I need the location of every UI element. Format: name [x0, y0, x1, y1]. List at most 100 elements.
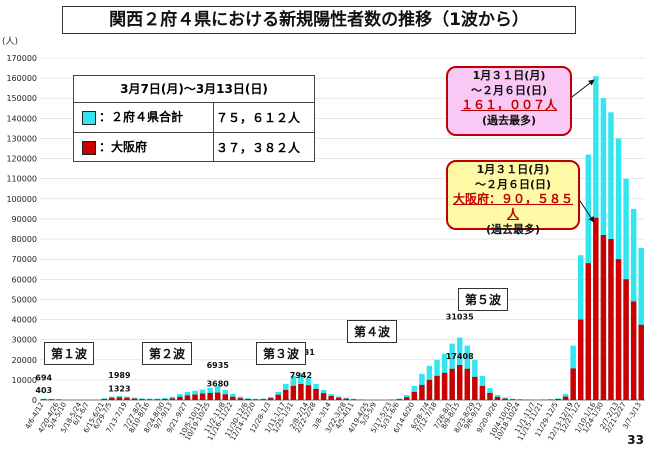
callout-osaka-note: (過去最多)	[485, 223, 541, 236]
bar-osaka	[593, 217, 599, 400]
bar-osaka	[184, 395, 191, 400]
callout-total-note: (過去最多)	[481, 114, 537, 127]
bar-total	[638, 247, 644, 400]
bar-osaka	[328, 395, 334, 400]
wave-1-label: 第１波	[44, 342, 95, 365]
legend-value-total: ７５，６１２人	[215, 111, 300, 125]
bar-osaka	[313, 388, 319, 400]
legend-row-osaka: ：大阪府 ３７，３８２人	[74, 132, 314, 162]
y-tick-label: 100000	[6, 195, 37, 204]
bar-osaka	[283, 389, 289, 400]
bar-osaka	[562, 396, 569, 400]
y-tick-label: 130000	[6, 134, 37, 143]
wave-2-label: 第２波	[142, 342, 193, 365]
y-tick-label: 70000	[12, 255, 37, 264]
callout-total-date2: ～２月６日(日)	[470, 84, 548, 97]
data-label: 403	[35, 386, 52, 395]
bar-osaka	[139, 399, 145, 400]
bar-osaka	[396, 399, 402, 400]
bar-osaka	[509, 399, 516, 400]
bar-osaka	[109, 397, 115, 400]
bar-osaka	[298, 384, 304, 400]
bar-osaka	[214, 392, 221, 400]
data-label: 694	[35, 374, 52, 383]
bar-osaka	[267, 398, 274, 400]
bar-osaka	[343, 398, 350, 400]
bar-osaka	[162, 398, 168, 400]
y-tick-label: 0	[32, 396, 37, 405]
legend-row-total: ：２府４県合計 ７５，６１２人	[74, 103, 314, 132]
bar-osaka	[199, 393, 206, 400]
y-tick-label: 80000	[12, 235, 37, 244]
bar-osaka	[638, 324, 644, 400]
bar-osaka	[517, 399, 523, 400]
bar-osaka	[351, 399, 357, 400]
bar-osaka	[146, 399, 153, 400]
bar-osaka	[305, 385, 312, 400]
bar-osaka	[207, 392, 213, 400]
y-tick-label: 60000	[12, 275, 37, 284]
bar-osaka	[245, 398, 251, 400]
bar-osaka	[472, 376, 478, 400]
bar-osaka	[623, 279, 629, 400]
data-label: 6935	[207, 361, 230, 370]
bar-osaka	[101, 398, 108, 400]
x-axis-ticks: 4/6-4/124/20-4/265/4-5/105/18-5/246/1-6/…	[24, 401, 643, 443]
bar-osaka	[570, 368, 576, 400]
y-tick-label: 50000	[12, 295, 37, 304]
bar-osaka	[464, 368, 471, 400]
chart-title: 関西２府４県における新規陽性者数の推移（1波から）	[62, 6, 576, 34]
callout-total-date1: 1月３１日(月)	[472, 69, 546, 82]
bar-osaka	[479, 385, 486, 400]
bar-osaka	[630, 301, 637, 400]
bar-osaka	[449, 368, 455, 400]
bar-osaka	[237, 398, 244, 400]
bar-osaka	[608, 239, 614, 400]
bar-osaka	[131, 398, 138, 400]
y-tick-label: 150000	[6, 94, 37, 103]
bar-osaka	[419, 384, 425, 400]
bar-osaka	[320, 393, 327, 400]
bar-osaka	[585, 263, 592, 400]
bar-osaka	[502, 398, 508, 400]
legend-label-total: ：２府４県合計	[99, 103, 214, 132]
bar-osaka	[169, 398, 176, 400]
data-labels: 6944031989132369353680133317942310351740…	[35, 313, 474, 396]
bar-osaka	[252, 399, 259, 400]
bar-osaka	[335, 397, 342, 400]
bar-osaka	[222, 394, 229, 400]
arrow-total-peak	[567, 79, 595, 101]
bar-osaka	[116, 397, 123, 400]
y-tick-label: 170000	[6, 54, 37, 63]
y-tick-label: 120000	[6, 155, 37, 164]
bar-osaka	[192, 394, 198, 400]
bar-osaka	[494, 396, 501, 400]
bar-osaka	[124, 397, 130, 400]
bar-osaka	[615, 259, 622, 400]
y-tick-label: 10000	[12, 376, 37, 385]
data-label: 17408	[446, 352, 474, 361]
bar-osaka	[260, 399, 266, 400]
y-axis-unit: (人)	[2, 37, 19, 47]
wave-5-label: 第５波	[458, 288, 509, 311]
legend-swatch-total	[82, 110, 96, 125]
bar-osaka	[404, 397, 410, 400]
chart-bars	[41, 76, 644, 400]
wave-4-label: 第４波	[347, 320, 398, 343]
bar-osaka	[41, 399, 47, 400]
callout-osaka-value: 大阪府：９０，５８５人	[452, 192, 573, 221]
y-tick-label: 160000	[6, 74, 37, 83]
y-tick-label: 90000	[12, 215, 37, 224]
bar-osaka	[577, 319, 584, 400]
data-label: 3680	[207, 380, 230, 389]
callout-osaka-date1: 1月３１日(月)	[476, 163, 550, 176]
callout-osaka-peak: 1月３１日(月) ～２月６日(日) 大阪府：９０，５８５人 (過去最多)	[446, 160, 580, 236]
data-label: 1989	[108, 371, 131, 380]
data-label: 7942	[290, 371, 312, 380]
bar-osaka	[456, 364, 463, 400]
legend-value-osaka: ３７，３８２人	[215, 141, 300, 155]
y-tick-label: 20000	[12, 356, 37, 365]
bar-osaka	[555, 398, 561, 400]
chart-grid	[40, 57, 645, 401]
